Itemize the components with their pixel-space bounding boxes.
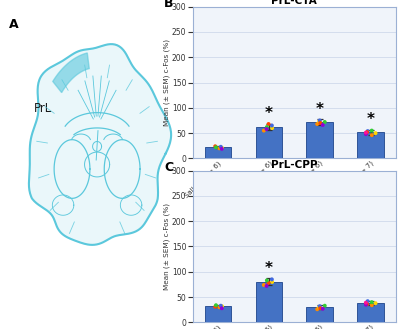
Point (213, 303, 219, 308)
Point (316, 304, 323, 309)
Point (316, 118, 323, 123)
Text: *: * (366, 112, 374, 127)
Title: PrL-CPP: PrL-CPP (271, 160, 318, 170)
Bar (256, 127, 282, 159)
Point (317, 120, 324, 126)
Point (314, 121, 320, 127)
Text: B: B (164, 0, 174, 11)
Point (212, 144, 218, 149)
Point (372, 301, 379, 306)
Point (265, 280, 272, 286)
Bar (306, 307, 333, 322)
Text: *: * (316, 102, 324, 117)
Text: PrL: PrL (34, 102, 52, 114)
Point (314, 307, 320, 312)
Point (368, 128, 375, 133)
Point (372, 131, 379, 136)
Y-axis label: Mean (± SEM) c-Fos (%): Mean (± SEM) c-Fos (%) (163, 39, 170, 126)
Text: *: * (265, 261, 273, 276)
Point (364, 130, 370, 135)
Point (264, 283, 270, 289)
Point (264, 124, 270, 130)
Point (363, 300, 369, 305)
Polygon shape (53, 53, 89, 92)
Point (269, 125, 275, 131)
Point (363, 132, 369, 137)
Text: A: A (9, 18, 19, 31)
Point (322, 303, 328, 308)
Point (216, 146, 222, 151)
Point (218, 303, 224, 308)
Point (316, 119, 322, 124)
Point (264, 126, 270, 132)
Point (219, 304, 225, 309)
Point (369, 133, 375, 138)
Point (212, 304, 218, 309)
Point (320, 306, 326, 311)
Text: C: C (164, 162, 173, 174)
Point (265, 121, 272, 127)
Polygon shape (29, 44, 171, 245)
Point (317, 306, 324, 311)
Point (322, 119, 328, 125)
Point (269, 277, 275, 282)
Point (219, 306, 225, 311)
Bar (205, 306, 231, 322)
Point (364, 128, 371, 134)
Bar (357, 303, 384, 322)
Point (368, 299, 375, 305)
Point (261, 128, 267, 133)
Point (219, 146, 225, 151)
Point (369, 303, 375, 308)
Title: PrL-CTA: PrL-CTA (272, 0, 317, 6)
Point (364, 302, 370, 307)
Point (363, 302, 369, 307)
Point (213, 145, 219, 150)
Bar (357, 132, 384, 159)
Point (261, 282, 267, 288)
Point (218, 144, 224, 149)
Point (363, 130, 369, 135)
Bar (306, 122, 333, 159)
Point (269, 279, 275, 285)
Point (269, 123, 275, 128)
Text: *: * (265, 107, 273, 121)
Bar (256, 282, 282, 322)
Point (320, 122, 326, 128)
Point (316, 305, 322, 310)
Point (264, 278, 270, 283)
Bar (205, 147, 231, 159)
Point (219, 145, 225, 150)
Point (364, 298, 371, 304)
Y-axis label: Mean (± SEM) c-Fos (%): Mean (± SEM) c-Fos (%) (163, 203, 170, 290)
Point (216, 305, 222, 310)
